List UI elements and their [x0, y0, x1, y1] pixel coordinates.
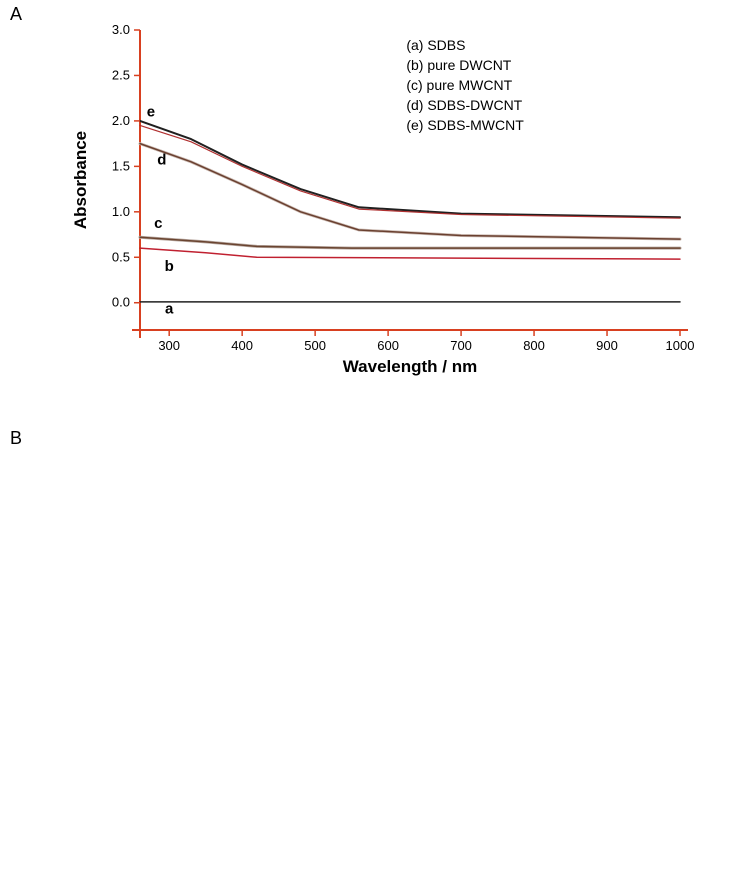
svg-text:0.0: 0.0: [112, 295, 130, 310]
svg-text:c: c: [154, 215, 162, 232]
svg-text:500: 500: [304, 338, 326, 353]
svg-text:3.0: 3.0: [112, 22, 130, 37]
svg-text:b: b: [165, 258, 174, 275]
svg-text:Absorbance: Absorbance: [71, 131, 90, 229]
svg-text:(c) pure MWCNT: (c) pure MWCNT: [406, 77, 512, 93]
svg-text:(d) SDBS-DWCNT: (d) SDBS-DWCNT: [406, 97, 522, 113]
svg-text:700: 700: [450, 338, 472, 353]
svg-text:Wavelength / nm: Wavelength / nm: [343, 357, 477, 376]
svg-text:d: d: [157, 152, 166, 169]
transmittance-chart: 40003000200015001000525Wavelength (cm-1)…: [0, 440, 754, 872]
svg-text:2.5: 2.5: [112, 67, 130, 82]
absorbance-chart: 300 400 500 600 700 800 900 1000 0.0 0.5 1.0 1.5 2.0…: [0, 0, 754, 420]
svg-text:e: e: [147, 103, 155, 120]
svg-text:400: 400: [231, 338, 253, 353]
svg-text:1.0: 1.0: [112, 204, 130, 219]
svg-text:0.5: 0.5: [112, 249, 130, 264]
svg-text:(e) SDBS-MWCNT: (e) SDBS-MWCNT: [406, 117, 524, 133]
svg-text:1.5: 1.5: [112, 158, 130, 173]
svg-text:900: 900: [596, 338, 618, 353]
svg-text:(b) pure DWCNT: (b) pure DWCNT: [406, 57, 511, 73]
svg-text:2.0: 2.0: [112, 113, 130, 128]
svg-text:(a) SDBS: (a) SDBS: [406, 37, 465, 53]
svg-text:300: 300: [158, 338, 180, 353]
svg-text:600: 600: [377, 338, 399, 353]
svg-text:1000: 1000: [666, 338, 695, 353]
svg-text:a: a: [165, 301, 174, 318]
svg-text:800: 800: [523, 338, 545, 353]
